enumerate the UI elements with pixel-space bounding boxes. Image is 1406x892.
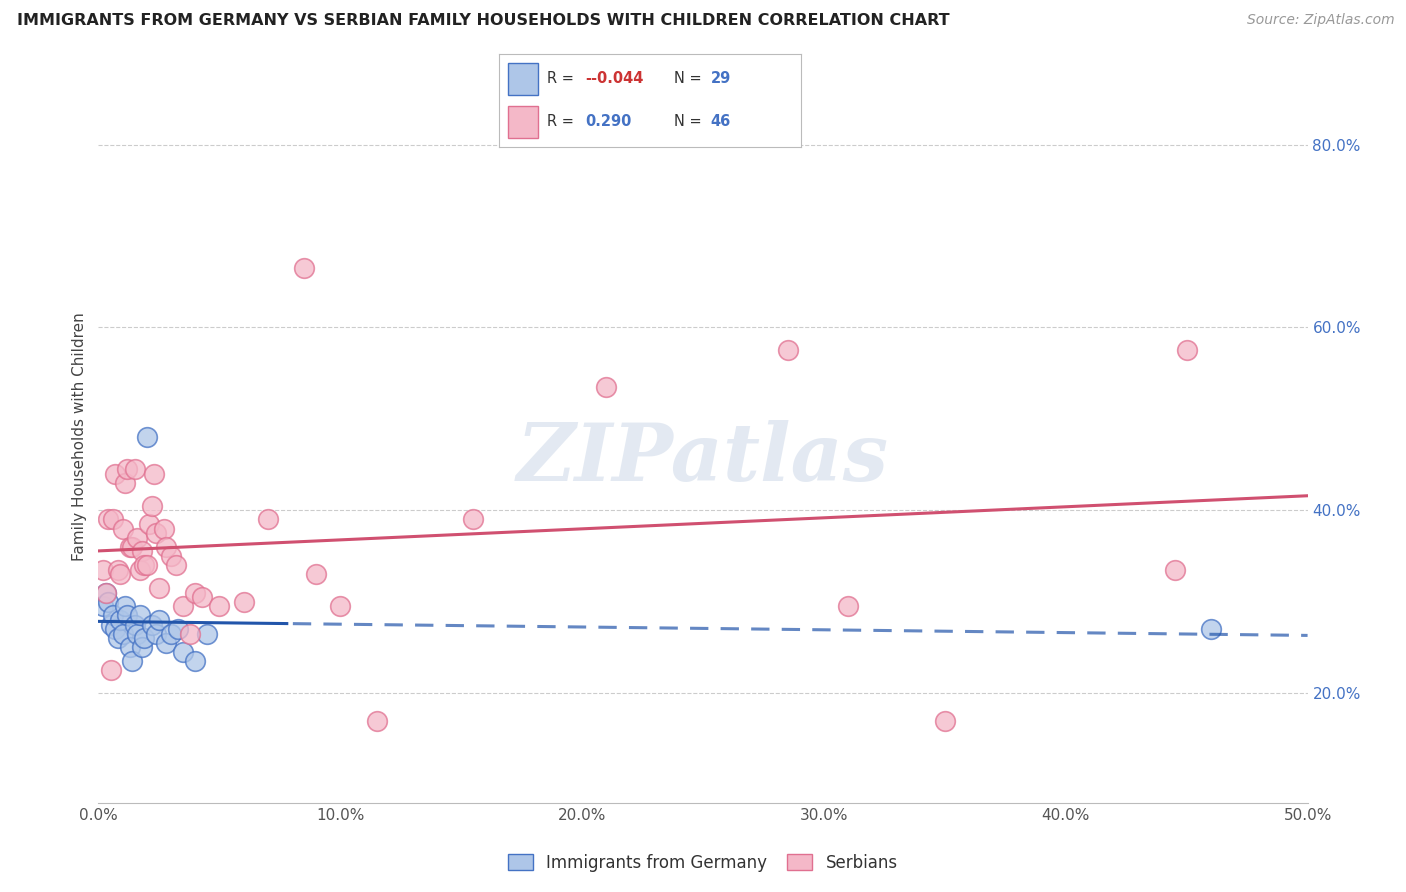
- Point: [329, 599, 352, 614]
- Legend: Immigrants from Germany, Serbians: Immigrants from Germany, Serbians: [502, 847, 904, 879]
- Point: [167, 622, 190, 636]
- Point: [104, 467, 127, 481]
- Point: [114, 475, 136, 490]
- Point: [108, 613, 131, 627]
- Point: [134, 632, 156, 646]
- Point: [124, 617, 146, 632]
- Point: [837, 599, 859, 614]
- Point: [160, 626, 183, 640]
- Point: [256, 512, 278, 526]
- Point: [232, 594, 254, 608]
- Point: [152, 521, 174, 535]
- Text: 29: 29: [710, 71, 731, 87]
- Point: [155, 636, 177, 650]
- Point: [148, 581, 170, 595]
- Text: R =: R =: [547, 71, 579, 87]
- Point: [1175, 343, 1198, 358]
- Point: [141, 617, 163, 632]
- Point: [128, 563, 150, 577]
- Point: [595, 380, 617, 394]
- Point: [121, 540, 143, 554]
- Point: [1199, 622, 1222, 636]
- Point: [776, 343, 799, 358]
- Point: [107, 563, 129, 577]
- Point: [101, 512, 124, 526]
- Point: [100, 663, 122, 677]
- Text: N =: N =: [675, 114, 707, 129]
- Text: N =: N =: [675, 71, 707, 87]
- Point: [91, 599, 114, 614]
- Point: [184, 585, 207, 599]
- Point: [108, 567, 131, 582]
- Point: [128, 608, 150, 623]
- Point: [1163, 563, 1185, 577]
- Point: [366, 714, 388, 728]
- Point: [191, 590, 214, 604]
- Point: [114, 599, 136, 614]
- Point: [463, 512, 485, 526]
- Point: [135, 430, 157, 444]
- Point: [160, 549, 183, 563]
- Point: [131, 640, 153, 655]
- Point: [94, 585, 117, 599]
- Point: [101, 608, 124, 623]
- Text: 46: 46: [710, 114, 731, 129]
- Point: [131, 544, 153, 558]
- Point: [141, 499, 163, 513]
- Point: [195, 626, 218, 640]
- Point: [127, 531, 149, 545]
- Point: [184, 654, 207, 668]
- Text: IMMIGRANTS FROM GERMANY VS SERBIAN FAMILY HOUSEHOLDS WITH CHILDREN CORRELATION C: IMMIGRANTS FROM GERMANY VS SERBIAN FAMIL…: [17, 13, 949, 29]
- Point: [117, 608, 139, 623]
- Point: [305, 567, 328, 582]
- Point: [97, 594, 120, 608]
- Point: [934, 714, 956, 728]
- Point: [91, 563, 114, 577]
- Point: [155, 540, 177, 554]
- Point: [127, 626, 149, 640]
- Point: [111, 521, 134, 535]
- Point: [117, 462, 139, 476]
- Text: Source: ZipAtlas.com: Source: ZipAtlas.com: [1247, 13, 1395, 28]
- Point: [138, 516, 160, 531]
- Point: [143, 467, 166, 481]
- Text: --0.044: --0.044: [585, 71, 644, 87]
- Point: [208, 599, 231, 614]
- Point: [145, 526, 167, 541]
- Point: [172, 599, 194, 614]
- Point: [148, 613, 170, 627]
- Text: 0.290: 0.290: [585, 114, 631, 129]
- Point: [135, 558, 157, 573]
- Point: [179, 626, 201, 640]
- Point: [172, 645, 194, 659]
- Y-axis label: Family Households with Children: Family Households with Children: [72, 313, 87, 561]
- Bar: [508, 63, 538, 95]
- Point: [292, 260, 315, 275]
- Text: ZIPatlas: ZIPatlas: [517, 420, 889, 498]
- Point: [94, 585, 117, 599]
- Point: [104, 622, 127, 636]
- Point: [107, 632, 129, 646]
- Point: [124, 462, 146, 476]
- Point: [134, 558, 156, 573]
- Point: [165, 558, 187, 573]
- Text: R =: R =: [547, 114, 583, 129]
- Point: [100, 617, 122, 632]
- Point: [145, 626, 167, 640]
- Point: [111, 626, 134, 640]
- Point: [118, 640, 141, 655]
- Bar: [508, 106, 538, 138]
- Point: [121, 654, 143, 668]
- Point: [97, 512, 120, 526]
- Point: [118, 540, 141, 554]
